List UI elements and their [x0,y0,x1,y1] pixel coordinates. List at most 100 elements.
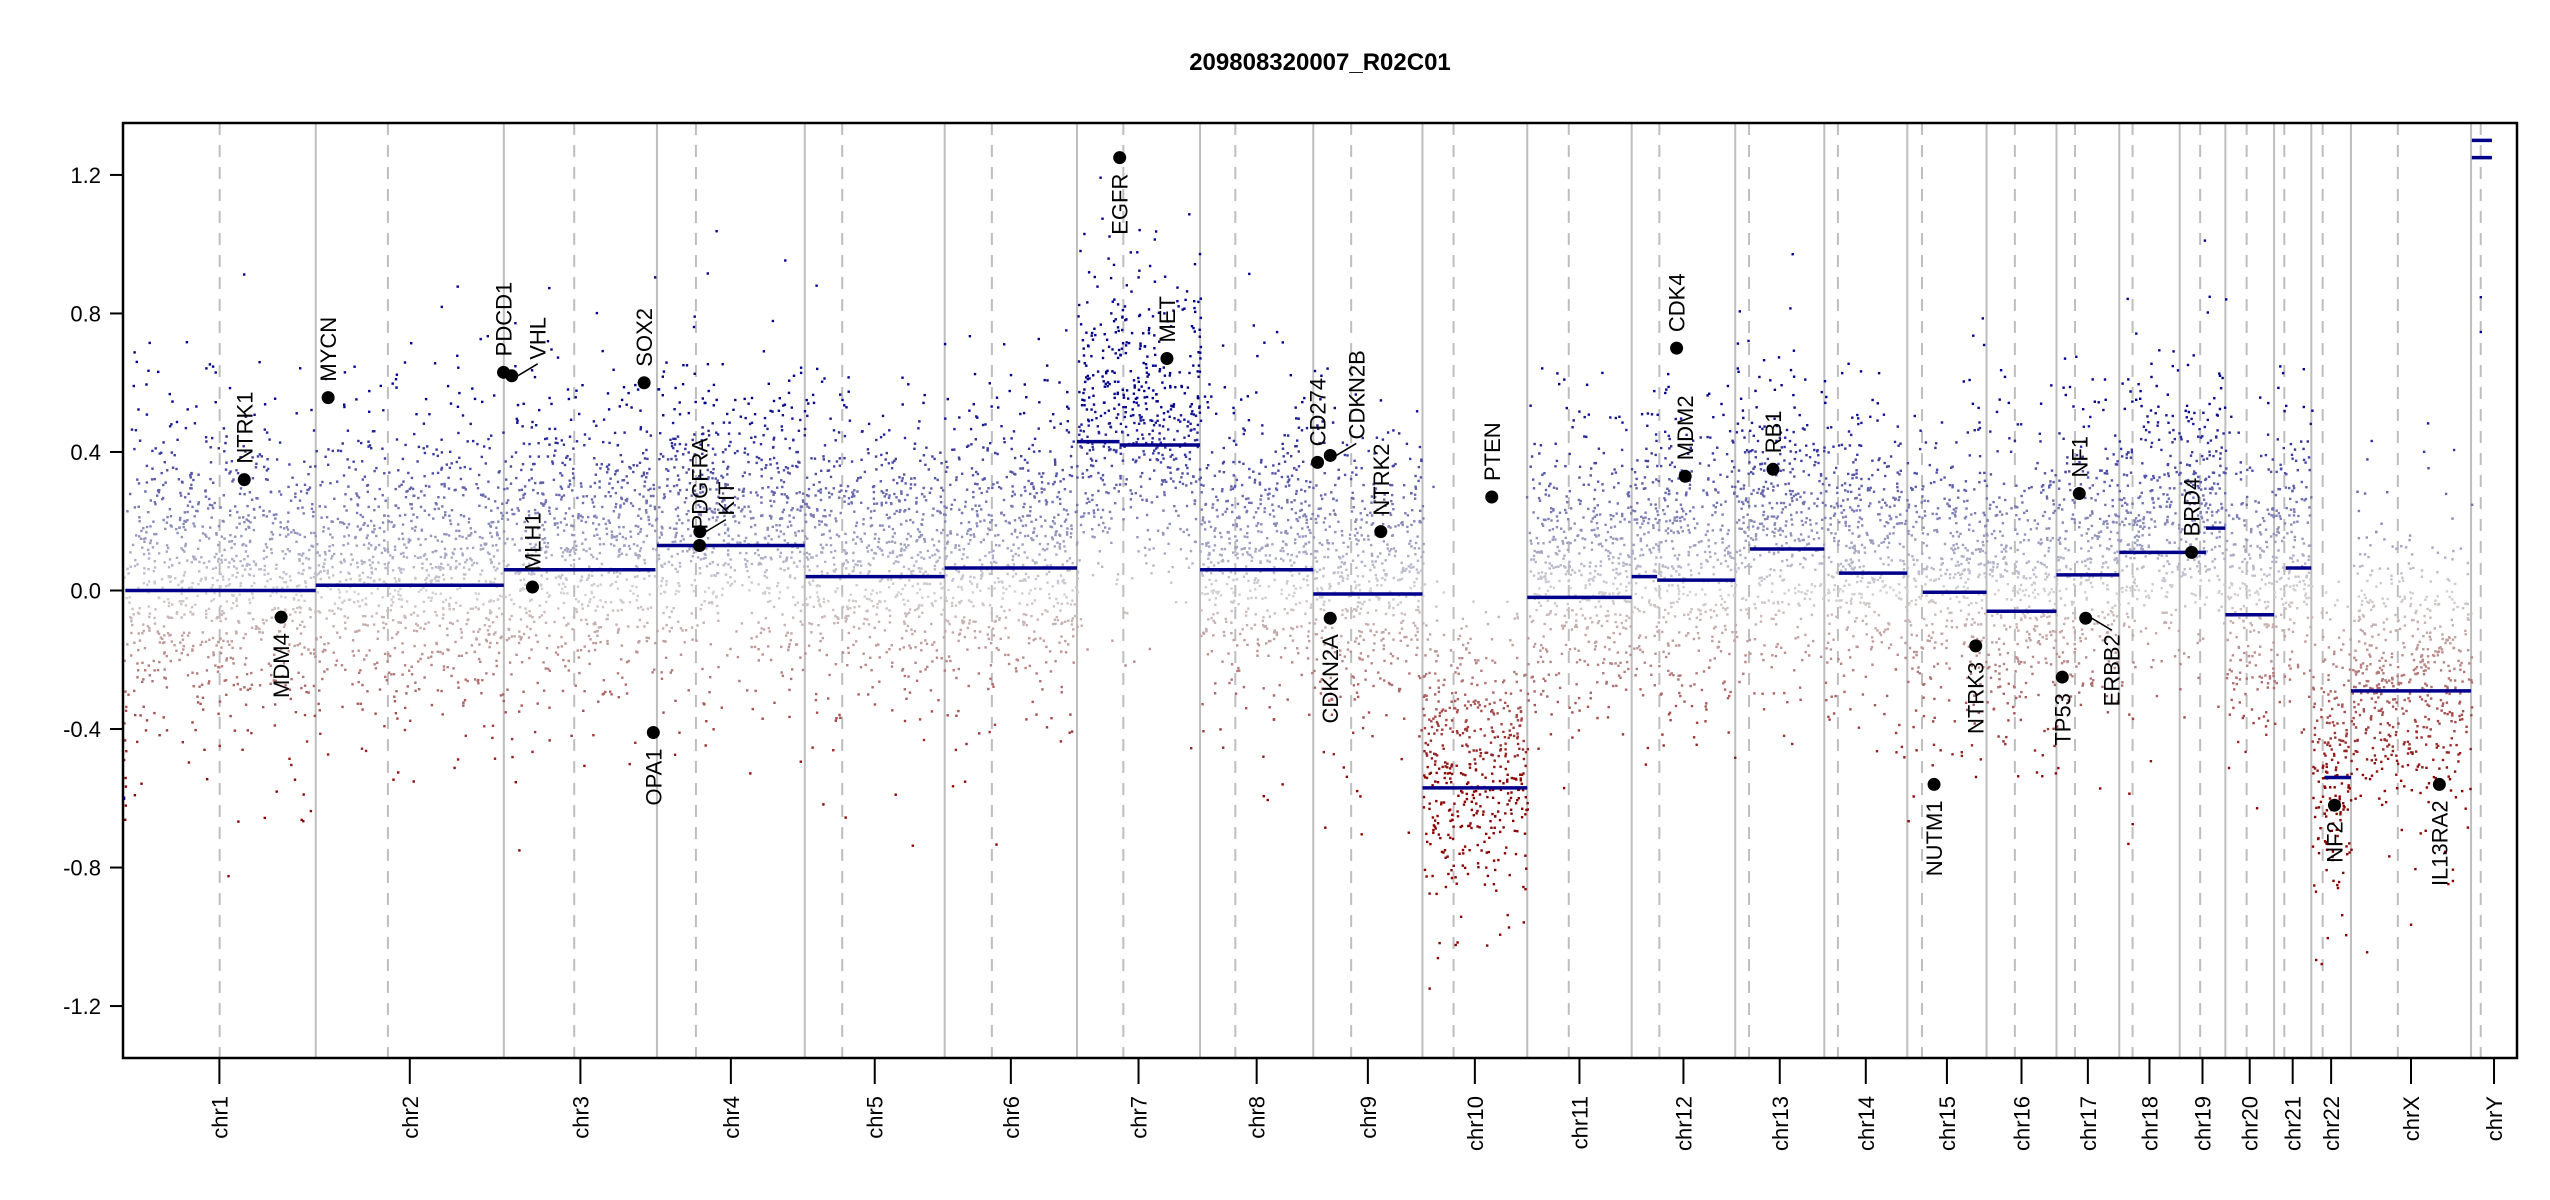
probe-point [524,607,527,610]
probe-point [867,623,871,626]
probe-point [601,605,605,609]
probe-point [874,533,877,536]
probe-point [645,636,648,639]
probe-point [363,522,366,525]
probe-point [946,542,949,545]
probe-point [515,417,518,421]
probe-point [827,491,831,494]
probe-point [909,483,913,486]
probe-point [1046,581,1049,584]
probe-point [1148,477,1152,481]
probe-point [841,651,845,654]
probe-point [508,618,511,621]
probe-point [1044,519,1047,522]
probe-point [525,625,529,628]
probe-point [890,502,893,506]
probe-point [207,537,211,540]
probe-point [827,460,831,463]
probe-point [1152,547,1155,550]
probe-point [153,622,157,625]
probe-point [1031,602,1034,605]
probe-point [145,413,149,416]
probe-point [333,612,336,615]
probe-point [592,420,596,423]
probe-point [1099,176,1102,179]
probe-point [978,504,981,507]
probe-point [235,567,238,570]
probe-point [634,552,637,555]
probe-point [424,578,427,582]
probe-point [246,729,249,732]
probe-point [947,588,950,592]
probe-point [1121,459,1125,462]
probe-point [923,537,926,541]
probe-point [911,584,914,588]
probe-point [806,537,809,540]
probe-point [837,431,841,434]
probe-point [523,492,527,495]
probe-point [160,578,164,581]
probe-point [412,513,415,516]
probe-point [873,626,876,630]
probe-point [479,548,482,551]
probe-point [560,635,563,639]
probe-point [786,525,790,529]
probe-point [1062,540,1065,543]
probe-point [258,631,261,634]
probe-point [879,600,882,604]
probe-point [879,436,883,439]
probe-point [367,547,370,550]
probe-point [954,604,958,607]
probe-point [380,615,384,619]
probe-point [377,505,380,508]
probe-point [530,573,533,576]
probe-point [639,517,643,520]
probe-point [496,506,499,510]
probe-point [770,558,773,561]
probe-point [907,567,911,571]
probe-point [516,403,520,407]
probe-point [796,546,799,549]
probe-point [569,418,573,421]
probe-point [687,468,691,471]
probe-point [452,608,455,611]
probe-point [1088,377,1091,380]
probe-point [1120,347,1124,350]
probe-point [936,509,939,513]
probe-point [210,504,214,507]
probe-point [984,554,987,558]
probe-point [544,545,548,548]
probe-point [302,512,305,515]
probe-point [1048,650,1052,653]
probe-point [1160,483,1163,486]
probe-point [627,544,631,548]
probe-point [382,580,386,583]
probe-point [306,488,309,492]
probe-point [343,615,346,618]
probe-point [726,529,730,532]
probe-point [624,537,627,540]
probe-point [923,393,926,397]
probe-point [312,648,316,651]
probe-point [953,448,956,451]
probe-point [297,571,300,575]
probe-point [248,563,251,566]
probe-point [989,442,992,445]
probe-point [177,478,181,481]
probe-point [427,596,430,599]
probe-point [618,405,621,408]
probe-point [210,586,213,589]
probe-point [844,816,847,819]
probe-point [908,691,912,694]
probe-point [434,592,437,596]
probe-point [148,615,151,619]
probe-point [693,489,697,492]
probe-point [616,443,620,447]
probe-point [813,526,817,529]
probe-point [960,586,963,589]
probe-point [1039,587,1042,591]
probe-point [534,512,537,515]
probe-point [240,534,243,538]
probe-point [463,577,466,580]
probe-point [301,620,304,623]
